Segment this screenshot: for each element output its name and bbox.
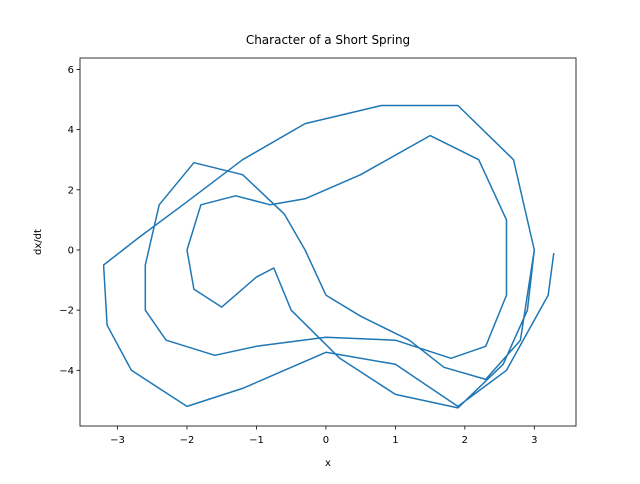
x-tick-label: 0 [323, 435, 329, 446]
x-tick-label: −3 [110, 435, 125, 446]
y-tick-label: 0 [68, 245, 74, 256]
x-tick-label: 3 [531, 435, 537, 446]
y-tick-label: −4 [59, 366, 74, 377]
chart-title: Character of a Short Spring [246, 33, 410, 47]
x-tick-label: 2 [462, 435, 468, 446]
y-tick-label: 2 [68, 185, 74, 196]
x-tick-label: −2 [180, 435, 195, 446]
x-tick-label: 1 [392, 435, 398, 446]
y-tick-label: 4 [68, 125, 74, 136]
x-axis-label: x [325, 458, 331, 469]
y-tick-label: 6 [68, 65, 74, 76]
data-line [102, 104, 555, 409]
y-axis-label: dx/dt [33, 229, 44, 255]
x-tick-label: −1 [249, 435, 264, 446]
plot-frame [79, 57, 577, 427]
y-tick-label: −2 [59, 306, 74, 317]
